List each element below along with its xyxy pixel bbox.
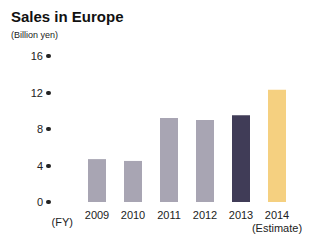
svg-text:(Estimate): (Estimate) <box>252 222 302 234</box>
svg-text:8: 8 <box>37 123 43 135</box>
svg-text:0: 0 <box>37 196 43 208</box>
svg-text:Sales in Europe: Sales in Europe <box>11 8 124 25</box>
svg-text:2009: 2009 <box>85 209 109 221</box>
svg-text:2014: 2014 <box>265 209 289 221</box>
svg-text:16: 16 <box>31 50 43 62</box>
svg-text:12: 12 <box>31 87 43 99</box>
svg-text:2010: 2010 <box>121 209 145 221</box>
svg-text:2012: 2012 <box>193 209 217 221</box>
svg-text:2013: 2013 <box>229 209 253 221</box>
svg-text:(FY): (FY) <box>52 216 73 228</box>
svg-text:2011: 2011 <box>157 209 181 221</box>
svg-text:4: 4 <box>37 160 43 172</box>
svg-text:(Billion yen): (Billion yen) <box>11 30 58 40</box>
